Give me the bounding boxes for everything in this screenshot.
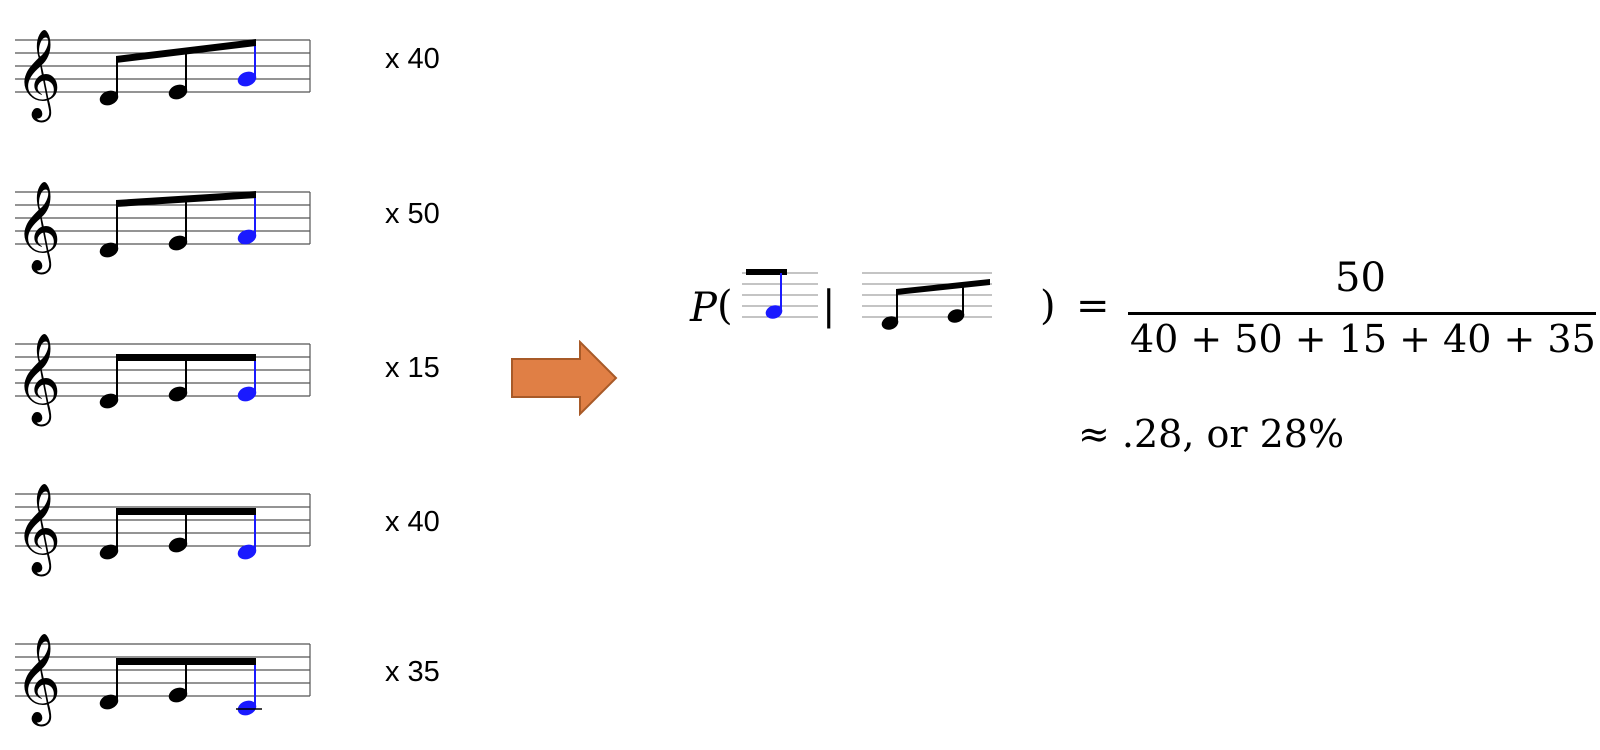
note-e <box>168 50 188 100</box>
staff-lines <box>15 643 311 697</box>
staff-lines <box>15 39 311 93</box>
beam <box>896 279 990 295</box>
treble-clef-icon: 𝄞 <box>15 483 61 577</box>
treble-clef-icon: 𝄞 <box>15 633 61 727</box>
target-note-figure <box>742 269 818 319</box>
staff-row-4: 𝄞 x 40 <box>0 480 480 600</box>
treble-clef-icon: 𝄞 <box>15 181 61 275</box>
note-d <box>99 203 119 258</box>
right-paren: ) <box>1040 283 1056 329</box>
fraction-line <box>1128 312 1596 315</box>
staff-row-2: 𝄞 x 50 <box>0 172 480 292</box>
staff-1-notation: 𝄞 <box>15 29 311 123</box>
treble-clef-icon: 𝄞 <box>15 29 61 123</box>
left-paren: ( <box>717 283 733 329</box>
staff-2-notation: 𝄞 <box>15 181 311 275</box>
count-label: x 40 <box>385 43 440 75</box>
treble-clef-icon: 𝄞 <box>15 333 61 427</box>
note-target-blue <box>237 660 257 716</box>
note-d <box>881 290 899 330</box>
beam <box>116 354 256 361</box>
note-d <box>99 660 119 710</box>
right-arrow-icon <box>511 340 618 416</box>
staff-lines <box>15 191 311 245</box>
given-bar: | <box>822 283 836 329</box>
note-e <box>168 510 188 553</box>
note-target-blue <box>237 356 257 402</box>
beam <box>116 191 256 207</box>
note-e <box>947 282 965 323</box>
staff-row-5: 𝄞 x 35 <box>0 630 480 750</box>
count-label: x 15 <box>385 352 440 384</box>
beam <box>116 39 256 63</box>
count-label: x 40 <box>385 506 440 538</box>
staff-lines <box>15 493 311 547</box>
staff-5-notation: 𝄞 <box>15 633 311 727</box>
approximation-result: ≈ .28, or 28% <box>1078 412 1345 456</box>
staff-row-3: 𝄞 x 15 <box>0 326 480 446</box>
note-e <box>168 356 188 402</box>
probability-symbol: P <box>690 285 717 331</box>
note-e <box>168 200 188 251</box>
note-target-blue <box>237 510 257 560</box>
probability-formula: P ( | ) <box>690 255 1600 485</box>
count-label: x 50 <box>385 198 440 230</box>
note-target-blue <box>237 41 257 87</box>
beam <box>116 658 256 665</box>
note-target-blue <box>765 273 783 319</box>
staff-row-1: 𝄞 x 40 <box>0 18 480 138</box>
beam <box>116 508 256 515</box>
staff-4-notation: 𝄞 <box>15 483 311 577</box>
equals-sign: = <box>1076 283 1110 329</box>
fraction-numerator: 50 <box>1335 255 1386 301</box>
note-d <box>99 58 119 106</box>
beam-stub <box>746 269 787 275</box>
staff-3-notation: 𝄞 <box>15 333 311 427</box>
note-target-blue <box>237 194 257 245</box>
fraction-denominator: 40 + 50 + 15 + 40 + 35 <box>1130 317 1596 361</box>
note-e <box>168 660 188 703</box>
count-label: x 35 <box>385 656 440 688</box>
context-notes-figure <box>862 272 992 330</box>
note-d <box>99 356 119 409</box>
note-d <box>99 510 119 560</box>
